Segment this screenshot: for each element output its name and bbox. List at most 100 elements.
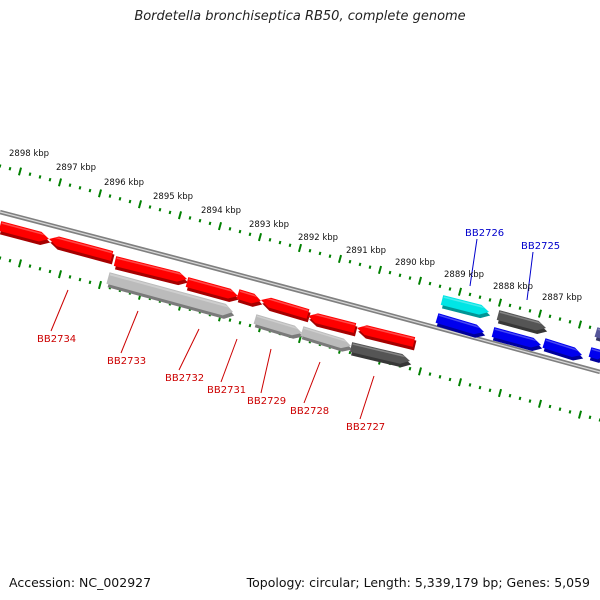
gene-label-bb2733[interactable]: BB2733: [107, 356, 146, 367]
gene-label-bb2726[interactable]: BB2726: [465, 228, 504, 239]
gene-dark-2: [496, 310, 548, 334]
gene-purple-1: [594, 327, 600, 342]
kbp-scale-labels: 2898 kbp 2897 kbp 2896 kbp 2895 kbp 2894 kbp…: [9, 149, 582, 303]
minor-tick: [158, 207, 162, 212]
minor-tick: [68, 183, 72, 187]
minor-tick: [478, 385, 482, 390]
major-tick: [177, 211, 183, 220]
minor-tick: [548, 314, 552, 319]
minor-tick: [228, 227, 232, 231]
backbone-highlight: [0, 211, 600, 373]
minor-tick: [288, 243, 292, 248]
gene-blue-4-highlight: [591, 348, 600, 353]
major-tick: [417, 276, 423, 285]
major-tick: [457, 287, 463, 296]
major-tick: [97, 280, 103, 290]
gene-red-5-highlight: [239, 290, 258, 298]
major-tick: [497, 298, 503, 307]
gene-red-7: [308, 313, 358, 337]
genome-backbone: [0, 209, 600, 375]
minor-tick: [508, 303, 512, 308]
major-tick: [17, 259, 23, 268]
minor-tick: [48, 177, 52, 182]
major-tick: [537, 309, 543, 318]
gene-label-bb2731[interactable]: BB2731: [207, 385, 246, 396]
gene-blue-1: [435, 313, 486, 338]
kbp-label: 2897 kbp: [56, 163, 96, 173]
minor-tick: [368, 265, 372, 269]
minor-tick: [408, 276, 412, 280]
minor-tick: [8, 258, 12, 263]
callout-line-bb2731: [220, 338, 238, 383]
minor-tick: [528, 399, 532, 403]
callout-line-bb2734: [50, 289, 69, 332]
kbp-label: 2898 kbp: [9, 149, 49, 159]
gene-cyan-1-highlight: [443, 296, 485, 309]
callout-line-bb2725: [526, 251, 534, 301]
gene-label-bb2727[interactable]: BB2727: [346, 422, 385, 433]
minor-tick: [388, 270, 392, 275]
minor-tick: [558, 317, 562, 321]
gene-gray-3: [300, 326, 353, 352]
map-title: Bordetella bronchiseptica RB50, complete…: [134, 9, 466, 24]
minor-tick: [568, 319, 572, 324]
minor-tick: [128, 199, 132, 204]
kbp-label: 2896 kbp: [104, 178, 144, 188]
callout-line-bb2728: [303, 361, 321, 404]
major-tick: [217, 222, 223, 231]
minor-tick: [428, 372, 432, 376]
gene-red-8-body: [357, 325, 416, 347]
gene-cyan-1: [440, 295, 491, 319]
major-tick: [337, 254, 343, 264]
minor-tick: [528, 309, 532, 313]
kbp-label: 2888 kbp: [493, 282, 533, 292]
major-tick: [57, 270, 63, 279]
outer-tick-row: [0, 164, 600, 332]
callout-line-bb2726: [469, 238, 478, 287]
gene-gray-1: [106, 272, 235, 319]
minor-tick: [248, 323, 252, 328]
gene-blue-4: [588, 347, 600, 363]
minor-tick: [68, 275, 72, 279]
minor-tick: [348, 259, 352, 264]
major-tick: [417, 367, 423, 376]
minor-tick: [278, 240, 282, 245]
gene-dark-1-highlight: [352, 343, 406, 358]
major-tick: [57, 178, 63, 187]
minor-tick: [438, 374, 442, 379]
gene-label-bb2728[interactable]: BB2728: [290, 406, 329, 417]
minor-tick: [308, 248, 312, 253]
major-tick: [537, 399, 543, 408]
gene-label-bb2725[interactable]: BB2725: [521, 241, 560, 252]
gene-red-8: [357, 325, 417, 351]
gene-red-5: [236, 289, 263, 307]
minor-tick: [408, 366, 412, 371]
callout-line-bb2733: [120, 310, 139, 354]
major-tick: [377, 265, 383, 274]
gene-blue-4-body: [588, 347, 600, 360]
gene-red-2-highlight: [54, 237, 113, 254]
minor-tick: [38, 175, 42, 179]
gene-red-6-highlight: [266, 298, 309, 312]
gene-label-bb2734[interactable]: BB2734: [37, 334, 76, 345]
gene-red-1: [0, 221, 51, 246]
gene-label-bb2732[interactable]: BB2732: [165, 373, 204, 384]
minor-tick: [428, 281, 432, 286]
kbp-label: 2894 kbp: [201, 206, 241, 216]
callout-line-bb2727: [359, 375, 375, 420]
minor-tick: [78, 277, 82, 282]
major-tick: [17, 167, 23, 176]
minor-tick: [488, 388, 492, 393]
minor-tick: [188, 216, 192, 220]
minor-tick: [518, 396, 522, 401]
gene-red-3: [113, 256, 189, 286]
kbp-label: 2887 kbp: [542, 293, 582, 303]
minor-tick: [238, 320, 242, 325]
minor-tick: [78, 186, 82, 190]
minor-tick: [568, 410, 572, 414]
gene-gray-3-highlight: [303, 327, 347, 343]
major-tick: [97, 189, 103, 198]
gene-label-bb2729[interactable]: BB2729: [247, 396, 286, 407]
major-tick: [577, 320, 583, 329]
